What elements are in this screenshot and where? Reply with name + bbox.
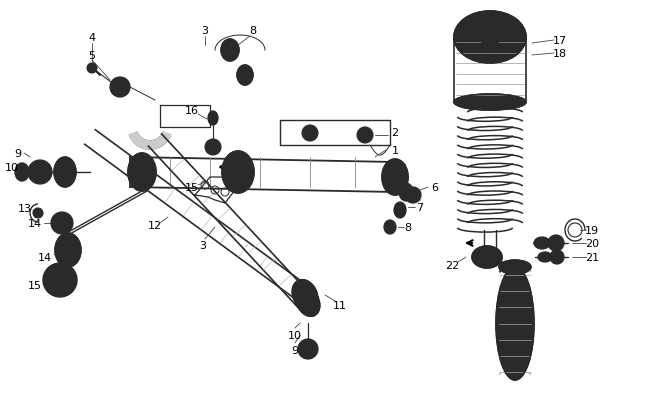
Ellipse shape <box>292 280 318 311</box>
Circle shape <box>304 345 312 353</box>
Circle shape <box>298 339 318 359</box>
Text: 9: 9 <box>291 345 298 355</box>
Circle shape <box>43 263 77 297</box>
Text: 6: 6 <box>432 183 439 192</box>
Circle shape <box>410 192 416 198</box>
Circle shape <box>57 164 73 181</box>
Text: 4: 4 <box>88 33 96 43</box>
Text: 18: 18 <box>553 49 567 59</box>
Circle shape <box>550 250 564 264</box>
Ellipse shape <box>454 95 526 111</box>
Text: 17: 17 <box>553 36 567 46</box>
Ellipse shape <box>384 220 396 234</box>
Text: 10: 10 <box>5 162 19 173</box>
Circle shape <box>357 128 373 144</box>
Text: 21: 21 <box>585 252 599 262</box>
Circle shape <box>205 140 221 156</box>
Ellipse shape <box>534 237 550 249</box>
Text: 3: 3 <box>202 26 209 36</box>
Ellipse shape <box>382 160 408 196</box>
Circle shape <box>548 235 564 252</box>
Ellipse shape <box>496 267 534 380</box>
Ellipse shape <box>399 183 413 202</box>
Circle shape <box>405 188 421 203</box>
Text: 2: 2 <box>391 128 398 138</box>
Circle shape <box>58 220 66 228</box>
Ellipse shape <box>394 202 406 218</box>
Circle shape <box>132 162 152 183</box>
Text: 11: 11 <box>333 300 347 310</box>
Circle shape <box>395 205 405 215</box>
Ellipse shape <box>55 233 81 267</box>
Ellipse shape <box>221 40 239 62</box>
Wedge shape <box>129 132 171 149</box>
Circle shape <box>33 209 43 218</box>
Circle shape <box>51 213 73 234</box>
Text: 3: 3 <box>200 241 207 250</box>
Text: 8: 8 <box>404 222 411 232</box>
Circle shape <box>386 168 404 187</box>
Circle shape <box>480 250 494 264</box>
Ellipse shape <box>499 260 531 274</box>
Text: 1: 1 <box>391 146 398 156</box>
Ellipse shape <box>208 112 218 126</box>
Text: 10: 10 <box>288 330 302 340</box>
Ellipse shape <box>54 158 76 188</box>
Text: 7: 7 <box>417 202 424 213</box>
Text: 15: 15 <box>28 280 42 290</box>
Circle shape <box>227 162 249 183</box>
Text: 22: 22 <box>445 260 459 270</box>
Text: 20: 20 <box>585 239 599 248</box>
Circle shape <box>209 115 217 123</box>
Text: 5: 5 <box>88 51 96 61</box>
Ellipse shape <box>472 246 502 269</box>
Text: 13: 13 <box>18 203 32 213</box>
Circle shape <box>297 287 313 303</box>
Circle shape <box>302 126 318 142</box>
Ellipse shape <box>538 252 552 262</box>
Text: 14: 14 <box>38 252 52 262</box>
Ellipse shape <box>15 164 29 181</box>
Text: 15: 15 <box>185 183 199 192</box>
Circle shape <box>224 45 236 57</box>
Text: 19: 19 <box>585 226 599 235</box>
Text: 8: 8 <box>250 26 257 36</box>
Ellipse shape <box>476 23 504 45</box>
Ellipse shape <box>237 66 253 86</box>
Text: 12: 12 <box>148 220 162 230</box>
Text: 14: 14 <box>28 218 42 228</box>
Circle shape <box>52 272 68 288</box>
Circle shape <box>87 64 97 74</box>
Text: 9: 9 <box>14 149 21 159</box>
Circle shape <box>116 84 124 92</box>
Circle shape <box>110 78 130 98</box>
Circle shape <box>210 145 216 151</box>
Circle shape <box>35 168 45 177</box>
Circle shape <box>240 71 250 81</box>
Ellipse shape <box>454 12 526 64</box>
Ellipse shape <box>296 288 320 317</box>
Circle shape <box>28 161 52 185</box>
Circle shape <box>301 295 315 309</box>
Text: 16: 16 <box>185 106 199 116</box>
Ellipse shape <box>128 153 156 192</box>
Ellipse shape <box>222 151 254 194</box>
Circle shape <box>553 241 559 246</box>
Circle shape <box>59 241 77 259</box>
